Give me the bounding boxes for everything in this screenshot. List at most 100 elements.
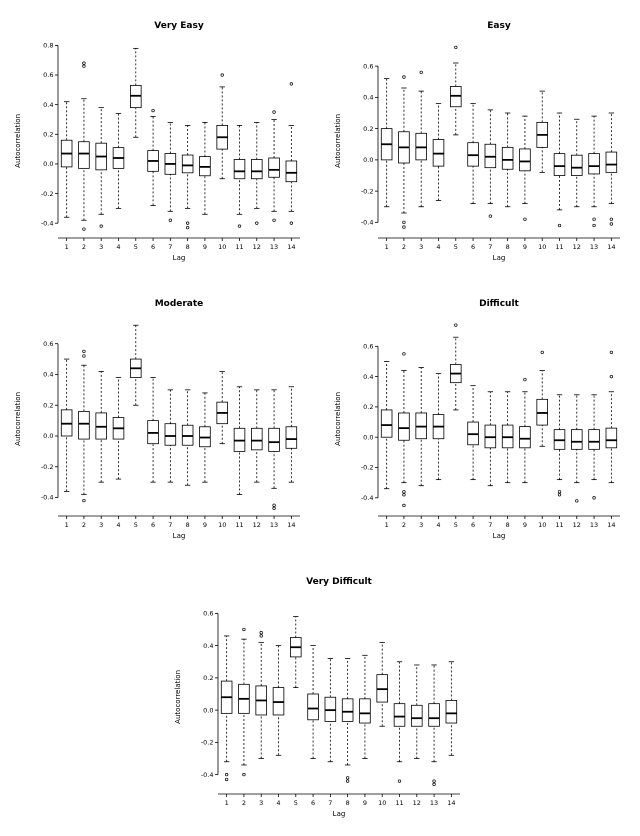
svg-text:4: 4 — [116, 521, 120, 529]
svg-text:-0.2: -0.2 — [361, 463, 374, 471]
svg-text:7: 7 — [168, 243, 172, 251]
y-axis-label: Autocorrelation — [334, 114, 342, 168]
svg-text:8: 8 — [346, 799, 350, 807]
chart-title: Difficult — [479, 298, 519, 309]
svg-text:4: 4 — [436, 521, 440, 529]
svg-text:13: 13 — [270, 521, 278, 529]
svg-text:1: 1 — [385, 243, 389, 251]
svg-text:0.0: 0.0 — [43, 432, 53, 440]
svg-text:5: 5 — [134, 521, 138, 529]
svg-text:11: 11 — [555, 521, 563, 529]
panel-very-difficult: Autocorrelation Very Difficult -0.4 -0.2 0… — [160, 556, 480, 834]
svg-text:-0.2: -0.2 — [41, 189, 54, 197]
svg-text:11: 11 — [395, 799, 403, 807]
svg-text:12: 12 — [253, 243, 261, 251]
svg-text:8: 8 — [186, 521, 190, 529]
svg-text:10: 10 — [218, 243, 226, 251]
svg-text:0.6: 0.6 — [363, 62, 373, 70]
svg-text:0.4: 0.4 — [363, 372, 373, 380]
svg-text:4: 4 — [436, 243, 440, 251]
svg-text:10: 10 — [378, 799, 386, 807]
y-axis-label: Autocorrelation — [334, 392, 342, 446]
svg-text:-0.4: -0.4 — [41, 493, 54, 501]
svg-text:1: 1 — [65, 243, 69, 251]
svg-text:9: 9 — [203, 243, 207, 251]
svg-text:8: 8 — [506, 243, 510, 251]
svg-text:0.6: 0.6 — [43, 339, 53, 347]
x-axis-label: Lag — [172, 253, 186, 262]
svg-text:13: 13 — [590, 243, 598, 251]
svg-text:0.4: 0.4 — [43, 370, 53, 378]
svg-text:6: 6 — [151, 243, 155, 251]
svg-text:0.2: 0.2 — [43, 401, 53, 409]
svg-text:0.2: 0.2 — [203, 674, 213, 682]
svg-text:13: 13 — [590, 521, 598, 529]
svg-text:0.4: 0.4 — [43, 100, 53, 108]
figure-row-2: Autocorrelation Moderate -0.4 -0.2 0.0 0.2 0… — [0, 278, 640, 556]
svg-text:12: 12 — [253, 521, 261, 529]
svg-text:3: 3 — [259, 799, 263, 807]
svg-text:-0.4: -0.4 — [361, 218, 374, 226]
svg-text:10: 10 — [538, 243, 546, 251]
boxplot-canvas: -0.4-0.20.00.20.40.61 2 3 4 5 6 7 8 9 10 11 12 13 14 — [361, 322, 620, 529]
svg-text:2: 2 — [242, 799, 246, 807]
svg-text:6: 6 — [471, 243, 475, 251]
svg-text:0.8: 0.8 — [43, 41, 53, 49]
svg-text:6: 6 — [471, 521, 475, 529]
svg-text:5: 5 — [134, 243, 138, 251]
chart-title: Easy — [487, 20, 511, 31]
svg-text:2: 2 — [82, 521, 86, 529]
svg-text:0.6: 0.6 — [363, 342, 373, 350]
svg-text:4: 4 — [276, 799, 280, 807]
svg-text:8: 8 — [186, 243, 190, 251]
svg-text:13: 13 — [270, 243, 278, 251]
svg-text:7: 7 — [168, 521, 172, 529]
svg-text:-0.4: -0.4 — [201, 770, 214, 778]
svg-text:9: 9 — [523, 243, 527, 251]
y-axis-label: Autocorrelation — [14, 392, 22, 446]
x-axis-label: Lag — [172, 531, 186, 540]
svg-text:3: 3 — [99, 243, 103, 251]
svg-text:0.0: 0.0 — [363, 156, 373, 164]
svg-text:-0.4: -0.4 — [361, 494, 374, 502]
svg-text:4: 4 — [116, 243, 120, 251]
svg-text:3: 3 — [99, 521, 103, 529]
boxplot-canvas: -0.4-0.20.00.20.40.61 2 3 4 5 6 7 8 9 10 11 12 13 14 — [201, 609, 460, 807]
svg-text:5: 5 — [294, 799, 298, 807]
y-axis-label: Autocorrelation — [14, 114, 22, 168]
svg-text:14: 14 — [447, 799, 455, 807]
svg-text:14: 14 — [607, 521, 615, 529]
panel-moderate: Autocorrelation Moderate -0.4 -0.2 0.0 0.2 0… — [0, 278, 320, 556]
x-axis-label: Lag — [492, 253, 506, 262]
chart-title: Moderate — [154, 298, 204, 309]
svg-text:9: 9 — [523, 521, 527, 529]
svg-text:9: 9 — [363, 799, 367, 807]
svg-text:14: 14 — [287, 521, 295, 529]
svg-text:1: 1 — [65, 521, 69, 529]
svg-text:2: 2 — [82, 243, 86, 251]
x-axis-label: Lag — [332, 809, 346, 818]
svg-text:7: 7 — [328, 799, 332, 807]
panel-very-easy: Autocorrelation Very Easy -0.4 -0.2 0.0 0.2… — [0, 0, 320, 278]
svg-text:0.0: 0.0 — [363, 433, 373, 441]
svg-text:-0.2: -0.2 — [361, 187, 374, 195]
svg-text:9: 9 — [203, 521, 207, 529]
boxplot-canvas: -0.4-0.20.00.20.40.60.81 2 3 4 5 6 7 8 9 10 11 12 13… — [41, 41, 300, 251]
svg-text:11: 11 — [555, 243, 563, 251]
svg-text:0.2: 0.2 — [43, 130, 53, 138]
svg-text:2: 2 — [402, 243, 406, 251]
chart-title: Very Easy — [154, 20, 204, 31]
svg-text:0.6: 0.6 — [43, 71, 53, 79]
svg-text:3: 3 — [419, 243, 423, 251]
svg-text:6: 6 — [311, 799, 315, 807]
svg-text:8: 8 — [506, 521, 510, 529]
svg-text:-0.2: -0.2 — [201, 738, 214, 746]
svg-text:14: 14 — [607, 243, 615, 251]
svg-text:7: 7 — [488, 521, 492, 529]
svg-text:0.4: 0.4 — [363, 93, 373, 101]
svg-text:10: 10 — [538, 521, 546, 529]
x-axis-label: Lag — [492, 531, 506, 540]
figure-row-1: Autocorrelation Very Easy -0.4 -0.2 0.0 0.2… — [0, 0, 640, 278]
svg-text:0.0: 0.0 — [203, 706, 213, 714]
svg-text:0.6: 0.6 — [203, 609, 213, 617]
